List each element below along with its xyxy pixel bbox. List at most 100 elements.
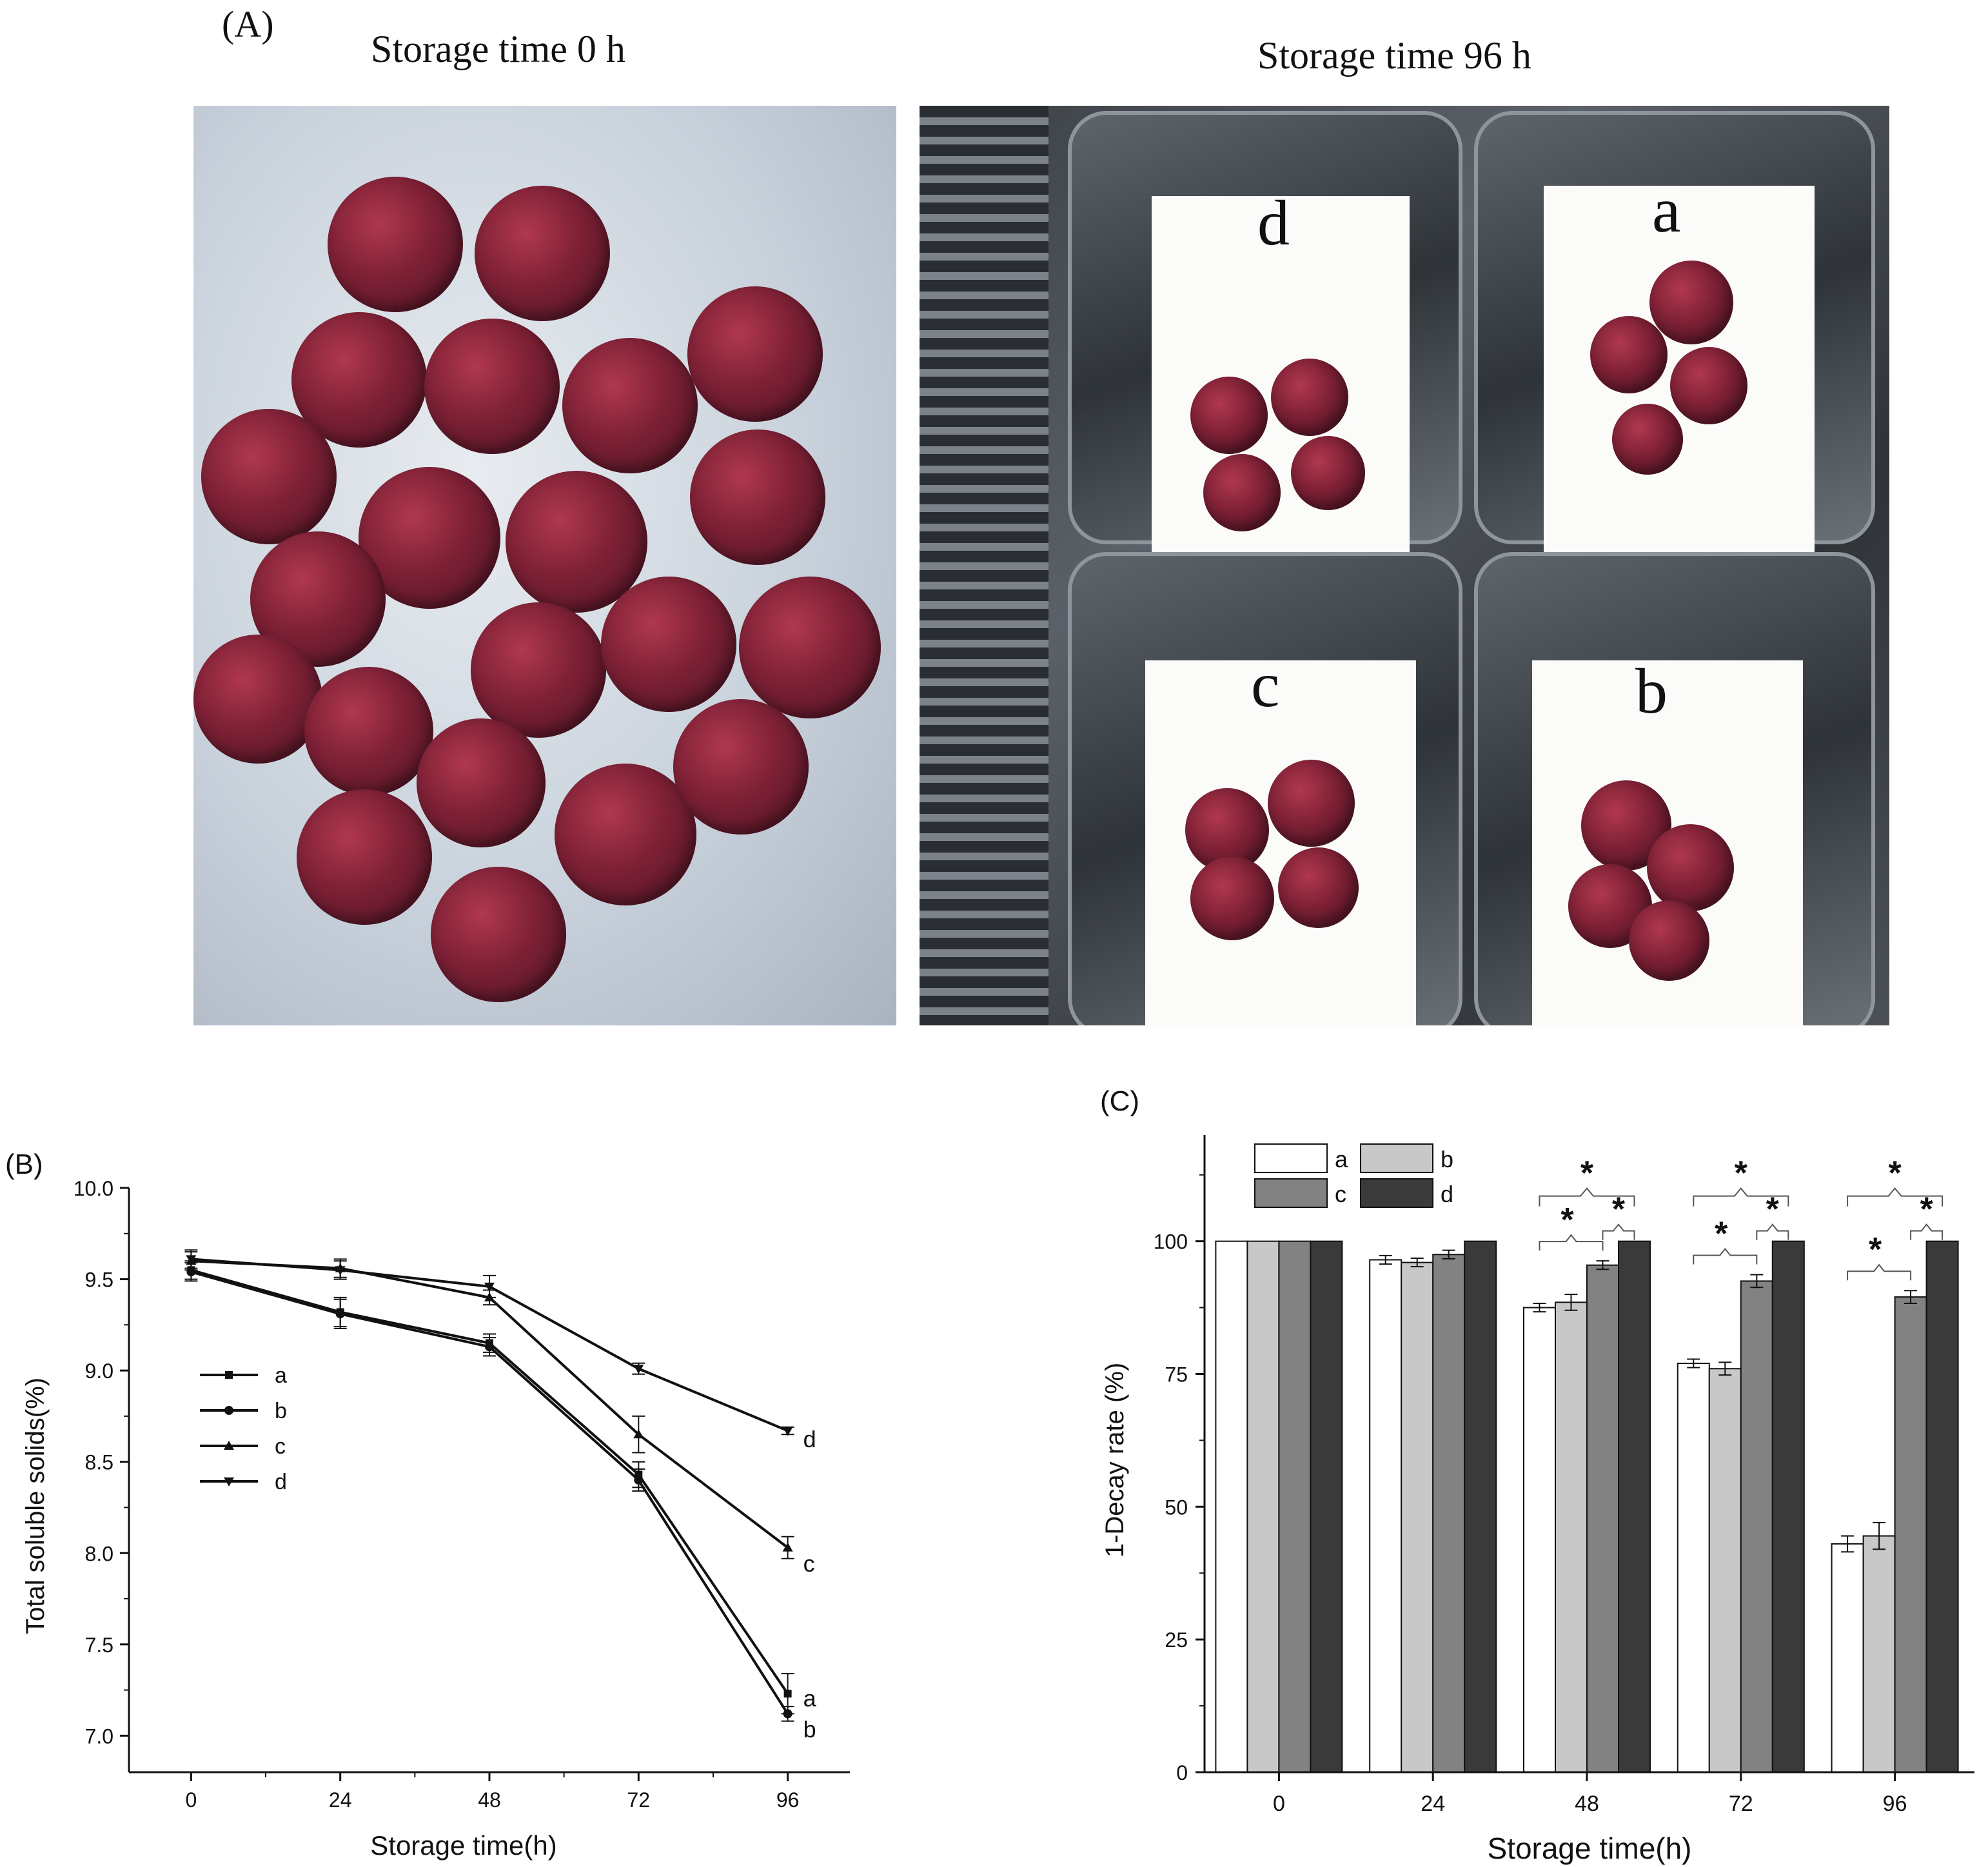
bar-c-24 (1432, 1254, 1466, 1773)
fruit-image (1291, 436, 1365, 510)
tick-label-b-x: 48 (478, 1788, 501, 1812)
legend-label-d: d (275, 1470, 287, 1494)
fruit-image (687, 286, 823, 422)
bar-c-48 (1586, 1264, 1619, 1773)
fruit-image (304, 667, 433, 796)
legend-swatch-a (1254, 1143, 1328, 1173)
tick-label-c-y: 0 (1176, 1761, 1188, 1784)
bar-c-0 (1278, 1240, 1312, 1773)
photo-right-title: Storage time 96 h (1257, 34, 1531, 77)
fruit-image (193, 635, 322, 764)
end-label-b: b (803, 1716, 816, 1743)
tray-label-b: b (1635, 655, 1668, 727)
fruit-image (739, 577, 881, 718)
bar-b-0 (1246, 1240, 1280, 1773)
bar-c-72 (1740, 1280, 1773, 1773)
point-d (186, 1255, 197, 1265)
bar-b-48 (1555, 1301, 1588, 1773)
bar-a-48 (1523, 1307, 1556, 1773)
sig-star-ac-72: * (1715, 1216, 1728, 1253)
point-b (335, 1309, 345, 1319)
bar-a-0 (1215, 1240, 1248, 1773)
point-c (633, 1429, 644, 1439)
sig-bracket-ad-96 (1847, 1187, 1944, 1207)
tray-label-c: c (1251, 649, 1280, 720)
fruit-image (1190, 856, 1274, 940)
panel-a-letter: (A) (222, 3, 274, 45)
sig-bracket-ac-72 (1693, 1247, 1758, 1265)
bar-d-24 (1464, 1240, 1497, 1773)
fruit-image (417, 718, 546, 847)
tick-label-c-y: 25 (1165, 1628, 1188, 1652)
fruit-image (1268, 760, 1355, 847)
bar-d-0 (1310, 1240, 1343, 1773)
fruit-image (1612, 404, 1683, 475)
legend-swatch-c (1254, 1178, 1328, 1208)
legend-label-b: b (1441, 1146, 1453, 1172)
fruit-image (328, 177, 463, 312)
sig-star-ad-48: * (1580, 1155, 1594, 1192)
bar-a-96 (1831, 1543, 1864, 1773)
fruit-image (291, 312, 427, 448)
fruit-image (1670, 347, 1747, 424)
sig-star-ac-96: * (1869, 1231, 1882, 1269)
point-b (485, 1342, 494, 1352)
point-d (782, 1427, 793, 1436)
fruit-image (1647, 824, 1734, 911)
tick-label-c-x: 24 (1421, 1792, 1445, 1816)
fruit-image (562, 338, 698, 473)
sig-star-ad-72: * (1735, 1155, 1748, 1192)
end-label-a: a (803, 1685, 817, 1712)
tick-label-c-y: 75 (1165, 1363, 1188, 1387)
fruit-image (506, 471, 647, 613)
panel-c-letter: (C) (1100, 1085, 1139, 1117)
fruit-image (690, 430, 825, 565)
panel-b-letter: (B) (5, 1149, 43, 1180)
xlabel-b: Storage time(h) (370, 1830, 556, 1861)
fruit-image (201, 409, 337, 544)
tick-label-c-x: 72 (1729, 1792, 1753, 1816)
point-d (633, 1365, 644, 1374)
fruit-image (471, 602, 606, 738)
fruit-image (555, 764, 696, 905)
fruit-image (1629, 900, 1709, 981)
chart-b-group: 7.0 7.5 8.0 8.5 9.0 9.5 10.0 0 24 48 72 96 Storage t… (21, 1177, 850, 1861)
tick-label-b-y: 7.0 (85, 1724, 113, 1748)
bar-d-96 (1925, 1240, 1959, 1773)
legend-marker-b (224, 1406, 233, 1415)
sig-bracket-ad-48 (1539, 1187, 1635, 1207)
legend-label-b: b (275, 1399, 287, 1423)
sig-star-ad-96: * (1888, 1155, 1902, 1192)
sig-star-cd-48: * (1612, 1191, 1626, 1229)
ylabel-b: Total soluble solids(%) (21, 1378, 50, 1634)
xlabel-c: Storage time(h) (1487, 1832, 1691, 1865)
legend-marker-a (225, 1371, 233, 1379)
fruit-image (1649, 261, 1733, 344)
tick-label-b-y: 8.0 (85, 1542, 113, 1565)
bar-a-72 (1677, 1363, 1710, 1773)
legend-label-c: c (1335, 1181, 1346, 1207)
fruit-image (424, 319, 560, 454)
fruit-image (601, 577, 736, 712)
tick-label-c-y: 50 (1165, 1496, 1188, 1519)
photo-storage-0h (193, 106, 896, 1025)
sig-star-cd-72: * (1766, 1191, 1780, 1229)
fruit-image (431, 867, 566, 1002)
tick-label-b-x: 0 (185, 1788, 197, 1812)
point-b (783, 1709, 792, 1719)
fruit-image (1271, 359, 1348, 436)
bar-b-72 (1708, 1368, 1742, 1773)
legend-marker-c (224, 1441, 234, 1450)
photo-left-title: Storage time 0 h (371, 28, 625, 70)
tick-label-b-y: 9.5 (85, 1269, 113, 1292)
legend-label-d: d (1441, 1181, 1453, 1207)
bar-b-96 (1862, 1535, 1896, 1773)
point-c (782, 1542, 793, 1552)
legend-swatch-d (1360, 1178, 1433, 1208)
photo-storage-96h: d a c b (920, 106, 1889, 1025)
sig-bracket-cd-72 (1756, 1223, 1789, 1240)
tray-label-d: d (1257, 187, 1290, 259)
sig-bracket-cd-48 (1602, 1223, 1635, 1240)
tray-label-a: a (1652, 174, 1681, 246)
